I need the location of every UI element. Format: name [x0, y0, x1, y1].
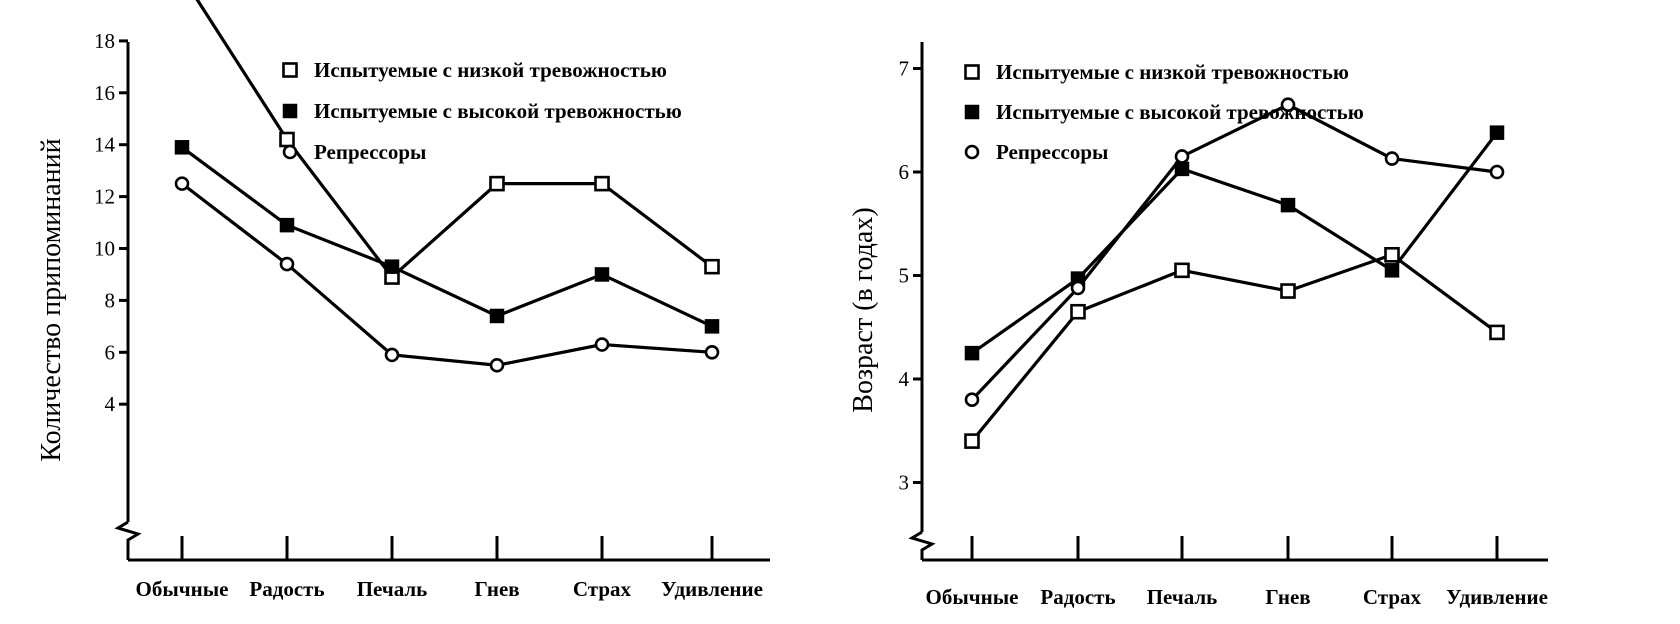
- series-3: [964, 97, 1505, 408]
- data-point: [1489, 164, 1505, 180]
- chart-2: 3 4 5 6 7 Обычные Радость Печаль Гнев Страх Удивле…: [848, 42, 1548, 609]
- data-point: [704, 319, 720, 334]
- data-point: [279, 131, 295, 148]
- legend-marker: [964, 104, 980, 120]
- y-tick-label: 3: [899, 471, 910, 495]
- data-point: [594, 337, 610, 352]
- data-point: [594, 267, 610, 282]
- x-tick-label: Гнев: [474, 577, 519, 601]
- data-point: [384, 259, 400, 274]
- data-point: [1174, 262, 1190, 279]
- series-line: [971, 131, 1499, 355]
- series-line: [970, 102, 1498, 401]
- data-point: [704, 258, 720, 275]
- series-2: [174, 140, 720, 334]
- series-3: [174, 176, 720, 373]
- series-line: [195, 0, 713, 280]
- legend-marker: [282, 144, 298, 160]
- legend-label: Испытуемые с низкой тревожностью: [314, 58, 667, 82]
- data-point: [1174, 149, 1190, 164]
- y-tick-label: 18: [94, 29, 115, 53]
- y-tick-label: 4: [105, 392, 116, 416]
- x-tick-label: Обычные: [136, 577, 229, 601]
- legend-label: Репрессоры: [314, 140, 426, 164]
- chart-1: 4 6 8 10 12 14 16 18 20 Обычные Радость Печаль Гнев С…: [36, 0, 770, 601]
- y-axis-title: Количество припоминаний: [36, 138, 67, 461]
- y-axis-break: [114, 520, 142, 560]
- y-tick-label: 5: [899, 264, 910, 288]
- data-point: [1489, 125, 1505, 140]
- series-1: [964, 247, 1505, 449]
- x-tick-label: Страх: [1363, 585, 1422, 609]
- data-point: [1280, 197, 1296, 213]
- data-point: [174, 176, 190, 191]
- x-tick-label: Удивление: [661, 577, 763, 601]
- data-point: [1384, 263, 1400, 278]
- series-line: [970, 253, 1498, 443]
- data-point: [1384, 151, 1400, 166]
- legend-label: Испытуемые с высокой тревожностью: [996, 100, 1364, 124]
- y-tick-label: 20: [94, 0, 115, 1]
- data-point: [704, 344, 720, 360]
- x-tick-label: Обычные: [926, 585, 1019, 609]
- x-tick-label: Печаль: [1147, 585, 1218, 609]
- y-axis-break: [908, 530, 936, 560]
- y-tick-label: 4: [899, 367, 910, 391]
- data-point: [489, 175, 505, 192]
- legend-marker: [282, 103, 298, 119]
- y-tick-label: 8: [105, 288, 116, 312]
- data-point: [964, 392, 980, 408]
- data-point: [964, 433, 980, 449]
- data-point: [1489, 324, 1505, 341]
- data-point: [1280, 283, 1296, 299]
- series-1: [195, 0, 720, 285]
- x-tick-label: Страх: [573, 577, 632, 601]
- y-tick-label: 16: [94, 81, 115, 105]
- data-point: [279, 256, 295, 272]
- y-tick-label: 7: [899, 57, 910, 81]
- data-point: [279, 217, 295, 233]
- data-point: [1384, 247, 1400, 263]
- x-tick-label: Гнев: [1265, 585, 1310, 609]
- y-tick-label: 10: [94, 237, 115, 261]
- series-line: [181, 182, 713, 367]
- y-tick-label: 12: [94, 185, 115, 209]
- legend-label: Испытуемые с высокой тревожностью: [314, 99, 682, 123]
- legend-label: Испытуемые с низкой тревожностью: [996, 60, 1349, 84]
- x-tick-label: Удивление: [1446, 585, 1548, 609]
- data-point: [1280, 97, 1296, 113]
- series-line: [181, 146, 713, 328]
- legend-marker: [964, 64, 980, 80]
- y-axis-title: Возраст (в годах): [848, 207, 879, 412]
- data-point: [489, 308, 505, 324]
- legend-marker: [282, 62, 298, 78]
- legend-label: Репрессоры: [996, 140, 1108, 164]
- data-point: [384, 347, 400, 363]
- x-tick-label: Печаль: [357, 577, 428, 601]
- legend: Испытуемые с низкой тревожностью Испытуем…: [964, 60, 1364, 164]
- data-point: [174, 140, 190, 155]
- x-tick-label: Радость: [1040, 585, 1115, 609]
- x-tick-label: Радость: [249, 577, 324, 601]
- data-point: [1070, 303, 1086, 320]
- y-tick-label: 14: [94, 133, 116, 157]
- legend: Испытуемые с низкой тревожностью Испытуем…: [282, 58, 682, 164]
- y-tick-label: 6: [899, 160, 910, 184]
- data-point: [1070, 280, 1086, 296]
- y-tick-label: 6: [105, 340, 116, 364]
- data-point: [489, 357, 505, 373]
- data-point: [964, 345, 980, 361]
- legend-marker: [964, 144, 980, 160]
- data-point: [594, 175, 610, 192]
